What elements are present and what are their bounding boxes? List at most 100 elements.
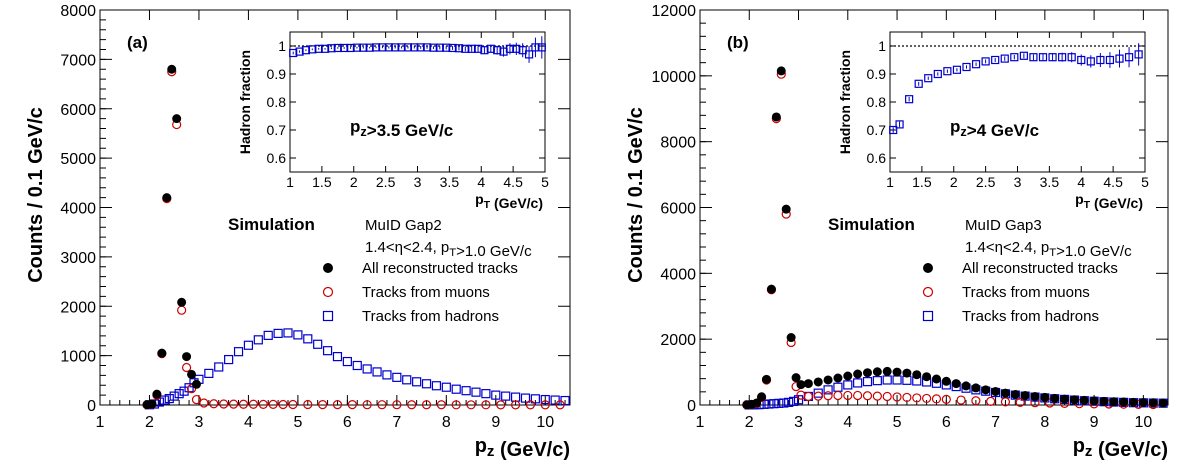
data-point (1058, 53, 1067, 62)
data-point (391, 43, 400, 52)
data-point (518, 46, 527, 55)
inset-y-tick-label: 1 (878, 38, 886, 54)
data-point (971, 60, 981, 69)
x-axis-title: pz (GeV/c) (1073, 435, 1168, 461)
y-tick-label: 2000 (60, 299, 96, 316)
data-point (853, 390, 863, 401)
data-point (1105, 55, 1115, 65)
data-point (902, 368, 912, 378)
x-tick-label: 1 (696, 414, 705, 431)
data-point (905, 95, 914, 104)
x-tick-label: 3 (794, 414, 803, 431)
data-point (872, 367, 882, 377)
data-point (971, 383, 981, 393)
y-tick-label: 0 (687, 398, 696, 415)
inset-x-tick-label: 4.5 (1103, 174, 1123, 190)
data-point (436, 400, 446, 410)
inset-x-tick-label: 2.5 (376, 174, 396, 190)
data-point (499, 47, 508, 56)
data-point (1138, 398, 1148, 408)
inset-x-tick-label: 1 (286, 174, 294, 190)
data-point (471, 387, 481, 397)
y-tick-label: 3000 (60, 250, 96, 267)
data-point (1010, 53, 1019, 62)
data-point (1067, 53, 1076, 62)
data-point (209, 399, 219, 409)
y-tick-label: 8000 (660, 135, 696, 152)
data-point (1124, 53, 1134, 62)
data-point (186, 384, 197, 394)
data-point (813, 391, 823, 401)
x-axis-title: pz (GeV/c) (475, 435, 570, 461)
data-point (776, 66, 786, 76)
data-point (853, 378, 863, 388)
data-point (288, 399, 298, 410)
data-point (786, 333, 796, 343)
data-point (461, 386, 471, 396)
data-point (431, 381, 442, 391)
data-point (912, 393, 922, 403)
data-point (981, 57, 990, 66)
data-point (892, 367, 902, 377)
x-tick-label: 2 (745, 414, 754, 431)
data-point (496, 400, 506, 410)
inset-x-tick-label: 1 (886, 174, 894, 190)
simulation-label: Simulation (828, 215, 915, 234)
data-point (779, 398, 789, 408)
data-point (766, 284, 776, 294)
legend-entry: Tracks from muons (962, 284, 1090, 301)
data-point (219, 399, 229, 409)
data-point (540, 394, 550, 405)
data-point (793, 395, 804, 405)
data-point (1060, 394, 1070, 404)
data-point (962, 62, 971, 72)
data-point (941, 376, 951, 386)
data-point (318, 400, 328, 410)
data-point (359, 43, 368, 52)
data-point (892, 375, 902, 385)
data-point (382, 370, 392, 380)
data-point (525, 400, 536, 410)
data-point (961, 381, 971, 391)
y-tick-label: 12000 (652, 3, 697, 20)
data-point (362, 364, 372, 374)
inset-x-tick-label: 5 (1141, 174, 1149, 190)
x-tick-label: 2 (145, 414, 154, 431)
data-point (943, 67, 952, 76)
data-point (803, 379, 813, 389)
data-point (781, 204, 791, 214)
inset-x-tick-label: 1.5 (312, 174, 332, 190)
data-point (924, 74, 933, 83)
data-point (774, 398, 784, 408)
data-point (238, 399, 249, 409)
data-point (365, 43, 374, 52)
legend-entry: All reconstructed tracks (362, 260, 518, 277)
data-point (823, 375, 833, 385)
data-point (843, 380, 853, 390)
data-point (392, 400, 402, 410)
inset-annotation: pz>4 GeV/c (950, 117, 1039, 140)
inset-y-tick-label: 0.7 (267, 122, 287, 138)
inset-x-tick-label: 1.5 (912, 174, 932, 190)
data-point (833, 382, 843, 392)
data-point (214, 362, 224, 372)
x-tick-label: 3 (194, 414, 203, 431)
data-point (902, 392, 912, 403)
data-point (451, 384, 461, 394)
chart-panel-2: 1 2 3 4 5 6 7 8 9 10 0 2000 4000 6000 8000 10000 12000 pz… (625, 3, 1169, 461)
data-point (1000, 397, 1011, 407)
y-tick-label: 4000 (60, 201, 96, 218)
data-point (258, 399, 268, 410)
data-point (505, 44, 515, 53)
data-point (531, 43, 540, 52)
data-point (1077, 55, 1086, 65)
data-point (872, 376, 882, 386)
data-point (991, 387, 1001, 397)
data-point (448, 43, 457, 53)
data-point (454, 44, 464, 53)
y-tick-label: 7000 (60, 52, 96, 69)
data-point (342, 356, 352, 367)
data-point (1089, 396, 1099, 406)
data-point (889, 125, 898, 135)
